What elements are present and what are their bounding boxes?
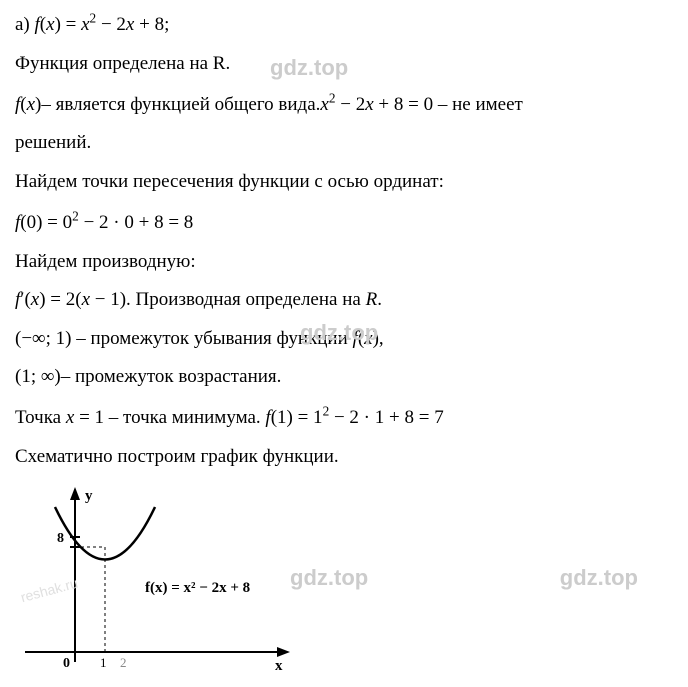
line-1: а) f(x) = x2 − 2x + 8;: [15, 10, 673, 39]
line-9: (−∞; 1) – промежуток убывания функции f(…: [15, 326, 673, 353]
text-l9: (−∞; 1) – промежуток убывания функции f(…: [15, 328, 384, 349]
x-axis-arrow: [277, 647, 290, 657]
line-10: (1; ∞)– промежуток возрастания.: [15, 364, 673, 391]
text-l6: f(0) = 02 − 2 · 0 + 8 = 8: [15, 212, 193, 233]
parabola-curve: [55, 507, 155, 560]
y-axis-arrow: [70, 487, 80, 500]
text-l5: Найдем точки пересечения функции с осью …: [15, 171, 444, 192]
line-7: Найдем производную:: [15, 249, 673, 276]
line-11: Точка x = 1 – точка минимума. f(1) = 12 …: [15, 403, 673, 432]
text-l11: Точка x = 1 – точка минимума. f(1) = 12 …: [15, 407, 444, 428]
text-l12: Схематично построим график функции.: [15, 446, 339, 467]
y-intercept-label: 8: [57, 531, 64, 546]
x-axis-label: x: [275, 658, 283, 674]
x-tick-2: 2: [120, 655, 127, 670]
function-label: f(x) = x² − 2x + 8: [145, 580, 250, 596]
text-l2: Функция определена на R.: [15, 53, 230, 74]
line-5: Найдем точки пересечения функции с осью …: [15, 169, 673, 196]
function-graph: 8 1 2 0 y x f(x) = x² − 2x + 8: [15, 482, 295, 682]
text-l4: решений.: [15, 132, 91, 153]
line-2: Функция определена на R.: [15, 51, 673, 78]
line-8: f′(x) = 2(x − 1). Производная определена…: [15, 287, 673, 314]
text-l10: (1; ∞)– промежуток возрастания.: [15, 366, 281, 387]
watermark-3: gdz.top: [290, 565, 368, 591]
x-tick-1: 1: [100, 655, 107, 670]
text-l1: а) f(x) = x2 − 2x + 8;: [15, 14, 169, 35]
text-l7: Найдем производную:: [15, 251, 196, 272]
text-l8: f′(x) = 2(x − 1). Производная определена…: [15, 289, 382, 310]
origin-label: 0: [63, 656, 70, 671]
watermark-4: gdz.top: [560, 565, 638, 591]
y-axis-label: y: [85, 488, 93, 504]
line-12: Схематично построим график функции.: [15, 444, 673, 471]
text-l3: f(x)– является функцией общего вида.x2 −…: [15, 94, 523, 115]
line-6: f(0) = 02 − 2 · 0 + 8 = 8: [15, 208, 673, 237]
graph-container: reshak.ru 8 1 2 0 y x f(x) = x² − 2x + 8: [15, 482, 295, 682]
line-4: решений.: [15, 130, 673, 157]
line-3: f(x)– является функцией общего вида.x2 −…: [15, 90, 673, 119]
